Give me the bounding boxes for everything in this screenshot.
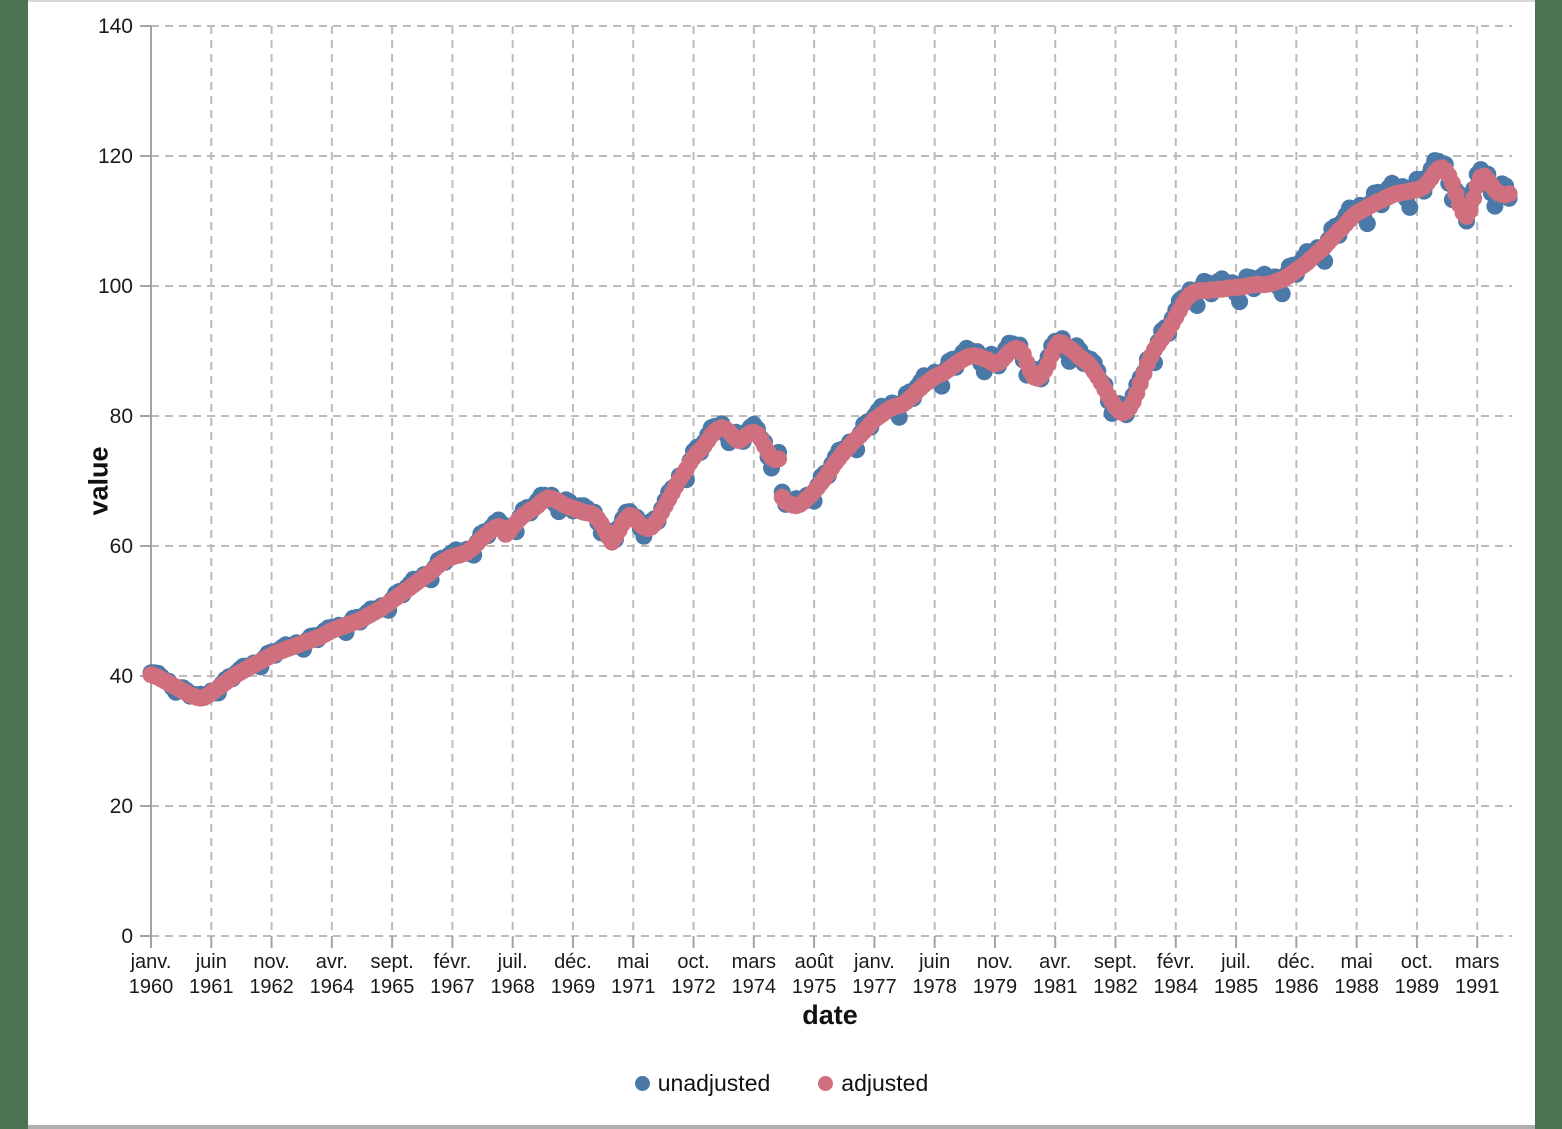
x-tick-label: 1974 xyxy=(732,976,777,998)
plot-svg: 0 20 40 60 80 100 120 140 janv. 1960 juin 1961 nov. 1… xyxy=(98,15,1518,998)
x-tick-label: 1985 xyxy=(1214,976,1259,998)
legend-item-unadjusted[interactable]: unadjusted xyxy=(634,1070,771,1097)
x-tick-label: oct. xyxy=(1401,951,1433,973)
x-tick-label: 1977 xyxy=(852,976,897,998)
legend-label-adjusted: adjusted xyxy=(841,1070,929,1096)
y-tick-label: 60 xyxy=(110,535,133,558)
x-tick-label: mai xyxy=(1341,951,1373,973)
x-tick-label: 1964 xyxy=(310,976,355,998)
legend-marker-unadjusted-icon xyxy=(634,1076,650,1091)
x-tick-label: 1962 xyxy=(249,976,294,998)
x-tick-label: juil. xyxy=(497,951,528,973)
x-tick-label: 1984 xyxy=(1154,976,1199,998)
chart-panel: 0 20 40 60 80 100 120 140 janv. 1960 juin 1961 nov. 1… xyxy=(28,0,1535,1129)
x-tick-label: janv. xyxy=(130,951,172,973)
legend: unadjusted adjusted xyxy=(28,1070,1535,1097)
legend-marker-adjusted-icon xyxy=(818,1076,834,1091)
x-tick-label: 1986 xyxy=(1274,976,1319,998)
x-tick-label: déc. xyxy=(1277,951,1315,973)
x-tick-label: févr. xyxy=(434,951,472,973)
x-tick-label: 1972 xyxy=(671,976,716,998)
x-tick-label: nov. xyxy=(977,951,1013,973)
y-tick-label: 80 xyxy=(110,405,133,428)
x-tick-label: oct. xyxy=(677,951,709,973)
legend-label-unadjusted: unadjusted xyxy=(657,1070,771,1096)
y-tick-label: 0 xyxy=(121,925,133,948)
y-tick-label: 100 xyxy=(98,275,133,298)
x-tick-label: nov. xyxy=(253,951,289,973)
x-tick-label: mars xyxy=(1455,951,1499,973)
x-tick-label: juil. xyxy=(1220,951,1251,973)
y-axis-title: value xyxy=(83,446,114,516)
x-tick-label: août xyxy=(795,951,834,973)
x-tick-label: 1961 xyxy=(189,976,234,998)
y-tick-labels: 0 20 40 60 80 100 120 140 xyxy=(98,15,133,948)
series-adjusted-points xyxy=(142,159,1518,707)
y-tick-label: 140 xyxy=(98,15,133,38)
x-tick-label: 1967 xyxy=(430,976,475,998)
y-tick-label: 40 xyxy=(110,665,133,688)
x-axis-title: date xyxy=(802,1000,858,1030)
x-tick-label: juin xyxy=(195,951,227,973)
x-tick-label: juin xyxy=(918,951,950,973)
x-tick-label: 1981 xyxy=(1033,976,1078,998)
x-tick-label: avr. xyxy=(316,951,348,973)
x-tick-label: 1971 xyxy=(611,976,656,998)
x-tick-label: 1965 xyxy=(370,976,415,998)
x-tick-label: 1960 xyxy=(129,976,174,998)
x-tick-label: sept. xyxy=(1094,951,1137,973)
x-tick-label: 1988 xyxy=(1334,976,1379,998)
x-tick-label: 1991 xyxy=(1455,976,1500,998)
x-tick-label: janv. xyxy=(853,951,895,973)
x-tick-label: 1982 xyxy=(1093,976,1138,998)
x-tick-label: 1989 xyxy=(1395,976,1440,998)
x-tick-label: mars xyxy=(732,951,776,973)
legend-item-adjusted[interactable]: adjusted xyxy=(818,1070,928,1097)
x-tick-label: 1969 xyxy=(551,976,596,998)
x-tick-label: mai xyxy=(617,951,649,973)
x-tick-label: 1978 xyxy=(912,976,957,998)
x-tick-label: sept. xyxy=(370,951,413,973)
x-tick-label: 1979 xyxy=(973,976,1018,998)
x-tick-label: févr. xyxy=(1157,951,1195,973)
y-tick-label: 20 xyxy=(110,795,133,818)
x-tick-label: avr. xyxy=(1039,951,1071,973)
x-tick-label: 1968 xyxy=(490,976,535,998)
y-tick-label: 120 xyxy=(98,145,133,168)
x-tick-label: déc. xyxy=(554,951,592,973)
x-tick-label: 1975 xyxy=(792,976,837,998)
x-tick-labels: janv. 1960 juin 1961 nov. 1962 avr. 1964 sept. 19… xyxy=(129,951,1500,998)
